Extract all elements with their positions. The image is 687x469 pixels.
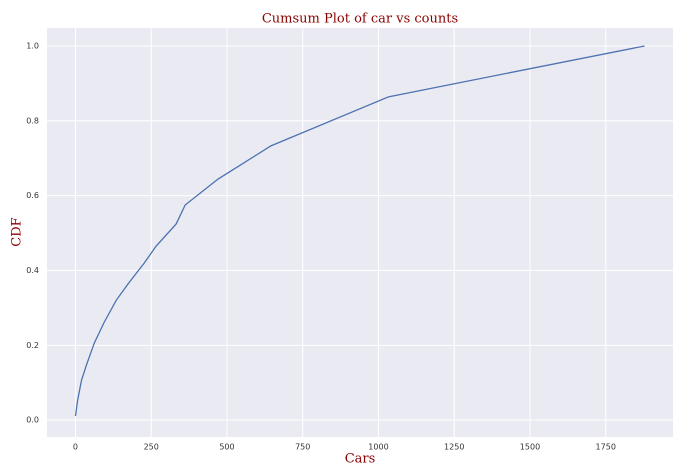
x-tick-label: 1250 xyxy=(444,443,464,452)
x-axis-label: Cars xyxy=(345,452,376,467)
x-tick-label: 1000 xyxy=(368,443,388,452)
x-tick-label: 750 xyxy=(295,443,310,452)
y-tick-label: 0.8 xyxy=(26,116,39,125)
x-tick-label: 250 xyxy=(144,443,159,452)
x-tick-label: 1750 xyxy=(596,443,616,452)
chart-title: Cumsum Plot of car vs counts xyxy=(262,12,458,27)
y-tick-label: 0.6 xyxy=(26,191,39,200)
y-axis-label: CDF xyxy=(10,217,25,246)
y-tick-label: 0.4 xyxy=(26,266,39,275)
y-tick-label: 0.0 xyxy=(26,416,39,425)
line-series xyxy=(74,45,645,417)
x-tick-label: 1500 xyxy=(520,443,540,452)
plot-area xyxy=(47,28,673,437)
x-tick-label: 0 xyxy=(73,443,78,452)
y-tick-label: 0.2 xyxy=(26,341,39,350)
x-tick-label: 500 xyxy=(219,443,234,452)
y-tick-label: 1.0 xyxy=(26,41,39,50)
